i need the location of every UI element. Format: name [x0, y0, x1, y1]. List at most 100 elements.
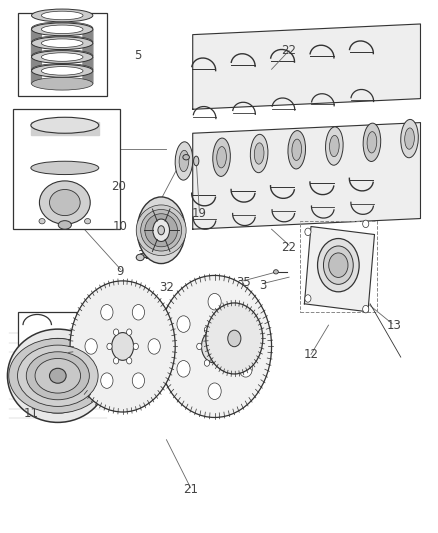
Bar [18, 13, 107, 96]
Polygon shape [304, 227, 374, 312]
Circle shape [204, 327, 209, 333]
Text: 22: 22 [282, 44, 297, 57]
Text: 21: 21 [183, 483, 198, 496]
Ellipse shape [194, 156, 199, 166]
Ellipse shape [141, 209, 182, 251]
Ellipse shape [32, 77, 93, 90]
Ellipse shape [318, 239, 359, 292]
Ellipse shape [292, 139, 302, 160]
Ellipse shape [32, 9, 93, 22]
Text: 7: 7 [160, 225, 168, 238]
Ellipse shape [35, 358, 81, 393]
Ellipse shape [26, 352, 89, 400]
Ellipse shape [201, 330, 228, 363]
Polygon shape [31, 122, 99, 135]
Text: 8: 8 [156, 196, 163, 209]
Text: 13: 13 [387, 319, 402, 332]
Circle shape [113, 358, 119, 364]
Ellipse shape [158, 226, 164, 235]
Ellipse shape [328, 253, 348, 278]
Ellipse shape [32, 51, 93, 63]
Ellipse shape [177, 361, 190, 377]
Text: 10: 10 [113, 220, 128, 233]
Ellipse shape [158, 276, 272, 417]
Circle shape [209, 340, 220, 353]
Ellipse shape [85, 339, 97, 354]
Ellipse shape [49, 368, 66, 383]
Text: 11: 11 [24, 407, 39, 419]
Ellipse shape [213, 138, 230, 176]
Bar [18, 312, 79, 357]
Text: 3: 3 [259, 279, 266, 292]
Polygon shape [32, 43, 41, 56]
Ellipse shape [7, 329, 108, 422]
Circle shape [227, 343, 233, 350]
Polygon shape [83, 29, 93, 42]
Ellipse shape [228, 330, 241, 347]
Bar [13, 109, 120, 229]
Circle shape [219, 327, 225, 333]
Text: 4: 4 [180, 143, 188, 156]
Text: 14: 14 [225, 369, 240, 382]
Text: 9: 9 [117, 265, 124, 278]
Circle shape [133, 343, 138, 350]
Ellipse shape [132, 304, 145, 320]
Text: 31: 31 [137, 249, 152, 262]
Text: 12: 12 [304, 348, 318, 361]
Ellipse shape [148, 339, 160, 354]
Circle shape [363, 305, 369, 313]
Text: 5: 5 [134, 50, 141, 62]
Ellipse shape [239, 316, 252, 333]
Ellipse shape [32, 64, 93, 77]
Ellipse shape [208, 293, 221, 310]
Ellipse shape [183, 155, 189, 160]
Ellipse shape [101, 373, 113, 389]
Circle shape [107, 343, 112, 350]
Text: 2: 2 [215, 284, 223, 297]
Text: 32: 32 [159, 281, 174, 294]
Polygon shape [83, 57, 93, 70]
Ellipse shape [31, 117, 99, 133]
Circle shape [204, 360, 209, 366]
Ellipse shape [32, 22, 93, 35]
Ellipse shape [9, 338, 107, 413]
Ellipse shape [251, 134, 268, 173]
Text: 22: 22 [282, 241, 297, 254]
Polygon shape [83, 71, 93, 84]
Ellipse shape [323, 246, 353, 285]
Text: 19: 19 [192, 207, 207, 220]
Circle shape [305, 228, 311, 236]
Ellipse shape [254, 143, 264, 164]
Ellipse shape [136, 205, 186, 256]
Circle shape [127, 358, 132, 364]
Ellipse shape [112, 333, 134, 360]
Polygon shape [32, 71, 41, 84]
Ellipse shape [175, 142, 193, 180]
Ellipse shape [217, 147, 226, 168]
Ellipse shape [179, 150, 189, 172]
Ellipse shape [39, 219, 45, 224]
Ellipse shape [132, 373, 145, 389]
Bar [300, 221, 377, 312]
Ellipse shape [39, 181, 90, 224]
Text: 35: 35 [236, 276, 251, 289]
Ellipse shape [41, 11, 83, 20]
Ellipse shape [49, 190, 80, 215]
Polygon shape [32, 57, 41, 70]
Ellipse shape [32, 23, 93, 36]
Ellipse shape [41, 67, 83, 75]
Ellipse shape [18, 345, 98, 407]
Text: 6: 6 [184, 329, 192, 342]
Text: 20: 20 [111, 180, 126, 193]
Circle shape [219, 360, 225, 366]
Ellipse shape [153, 219, 170, 241]
Ellipse shape [329, 135, 339, 157]
Ellipse shape [367, 132, 377, 153]
Ellipse shape [137, 197, 185, 264]
Ellipse shape [85, 219, 91, 224]
Circle shape [197, 343, 202, 350]
Ellipse shape [288, 131, 306, 169]
Polygon shape [193, 123, 420, 229]
Text: 1: 1 [184, 292, 192, 305]
Ellipse shape [41, 39, 83, 47]
